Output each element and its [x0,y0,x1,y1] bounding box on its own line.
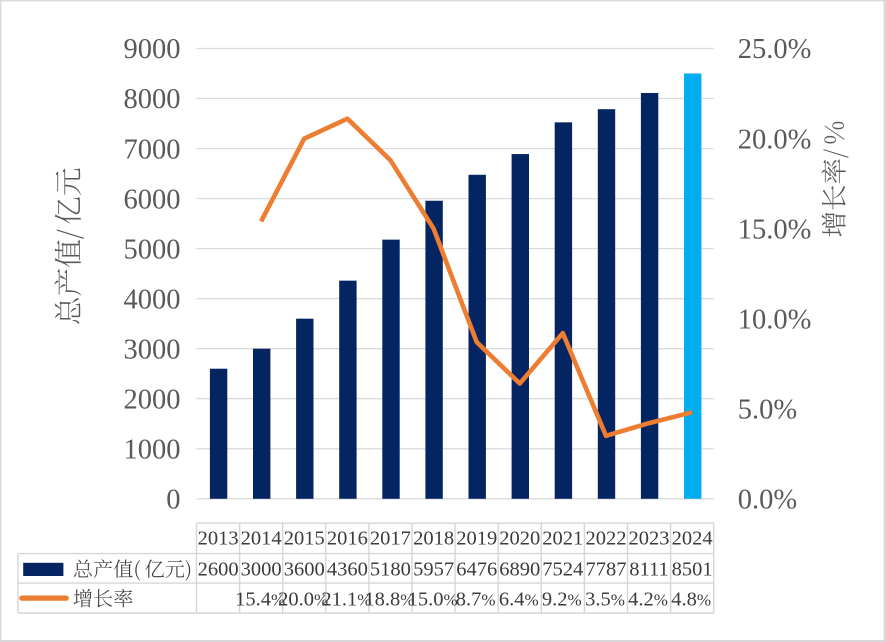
svg-text:4000: 4000 [124,284,181,315]
svg-text:9.2%: 9.2% [542,588,582,610]
svg-text:20.0%: 20.0% [278,588,328,610]
svg-text:0: 0 [166,485,180,516]
svg-text:25.0%: 25.0% [738,34,812,65]
svg-text:2023: 2023 [629,527,670,549]
svg-text:2013: 2013 [198,527,239,549]
svg-text:6.4%: 6.4% [499,588,539,610]
svg-text:6000: 6000 [124,184,181,215]
svg-text:2024: 2024 [672,527,713,549]
svg-text:5000: 5000 [124,234,181,265]
svg-text:9000: 9000 [124,34,181,65]
svg-text:15.0%: 15.0% [408,588,458,610]
svg-text:8000: 8000 [124,84,181,115]
svg-text:5180: 5180 [370,559,411,581]
svg-text:3000: 3000 [241,559,282,581]
svg-text:4.2%: 4.2% [628,588,668,610]
svg-text:6476: 6476 [456,559,497,581]
svg-text:18.8%: 18.8% [364,588,414,610]
svg-text:7524: 7524 [542,559,583,581]
svg-text:2014: 2014 [241,527,282,549]
svg-text:2017: 2017 [370,527,411,549]
svg-text:4360: 4360 [327,559,368,581]
svg-text:2022: 2022 [586,527,627,549]
svg-text:2021: 2021 [542,527,583,549]
svg-text:7000: 7000 [124,134,181,165]
svg-text:5957: 5957 [413,559,454,581]
svg-text:0.0%: 0.0% [738,485,797,516]
svg-text:2600: 2600 [198,559,239,581]
svg-text:7787: 7787 [586,559,627,581]
svg-text:10.0%: 10.0% [738,304,812,335]
svg-text:21.1%: 21.1% [321,588,371,610]
svg-text:3.5%: 3.5% [585,588,625,610]
svg-text:5.0%: 5.0% [738,394,797,425]
svg-text:2015: 2015 [284,527,325,549]
svg-text:2000: 2000 [124,384,181,415]
svg-text:8501: 8501 [672,559,713,581]
svg-text:15.4%: 15.4% [235,588,285,610]
svg-text:8.7%: 8.7% [456,588,496,610]
svg-text:8111: 8111 [629,559,668,581]
svg-text:1000: 1000 [124,435,181,466]
svg-text:20.0%: 20.0% [738,124,812,155]
svg-text:6890: 6890 [499,559,540,581]
svg-text:2019: 2019 [456,527,497,549]
svg-text:3000: 3000 [124,334,181,365]
svg-text:3600: 3600 [284,559,325,581]
svg-text:2020: 2020 [499,527,540,549]
svg-text:2016: 2016 [327,527,368,549]
svg-text:15.0%: 15.0% [738,214,812,245]
svg-text:2018: 2018 [413,527,454,549]
svg-text:4.8%: 4.8% [671,588,711,610]
